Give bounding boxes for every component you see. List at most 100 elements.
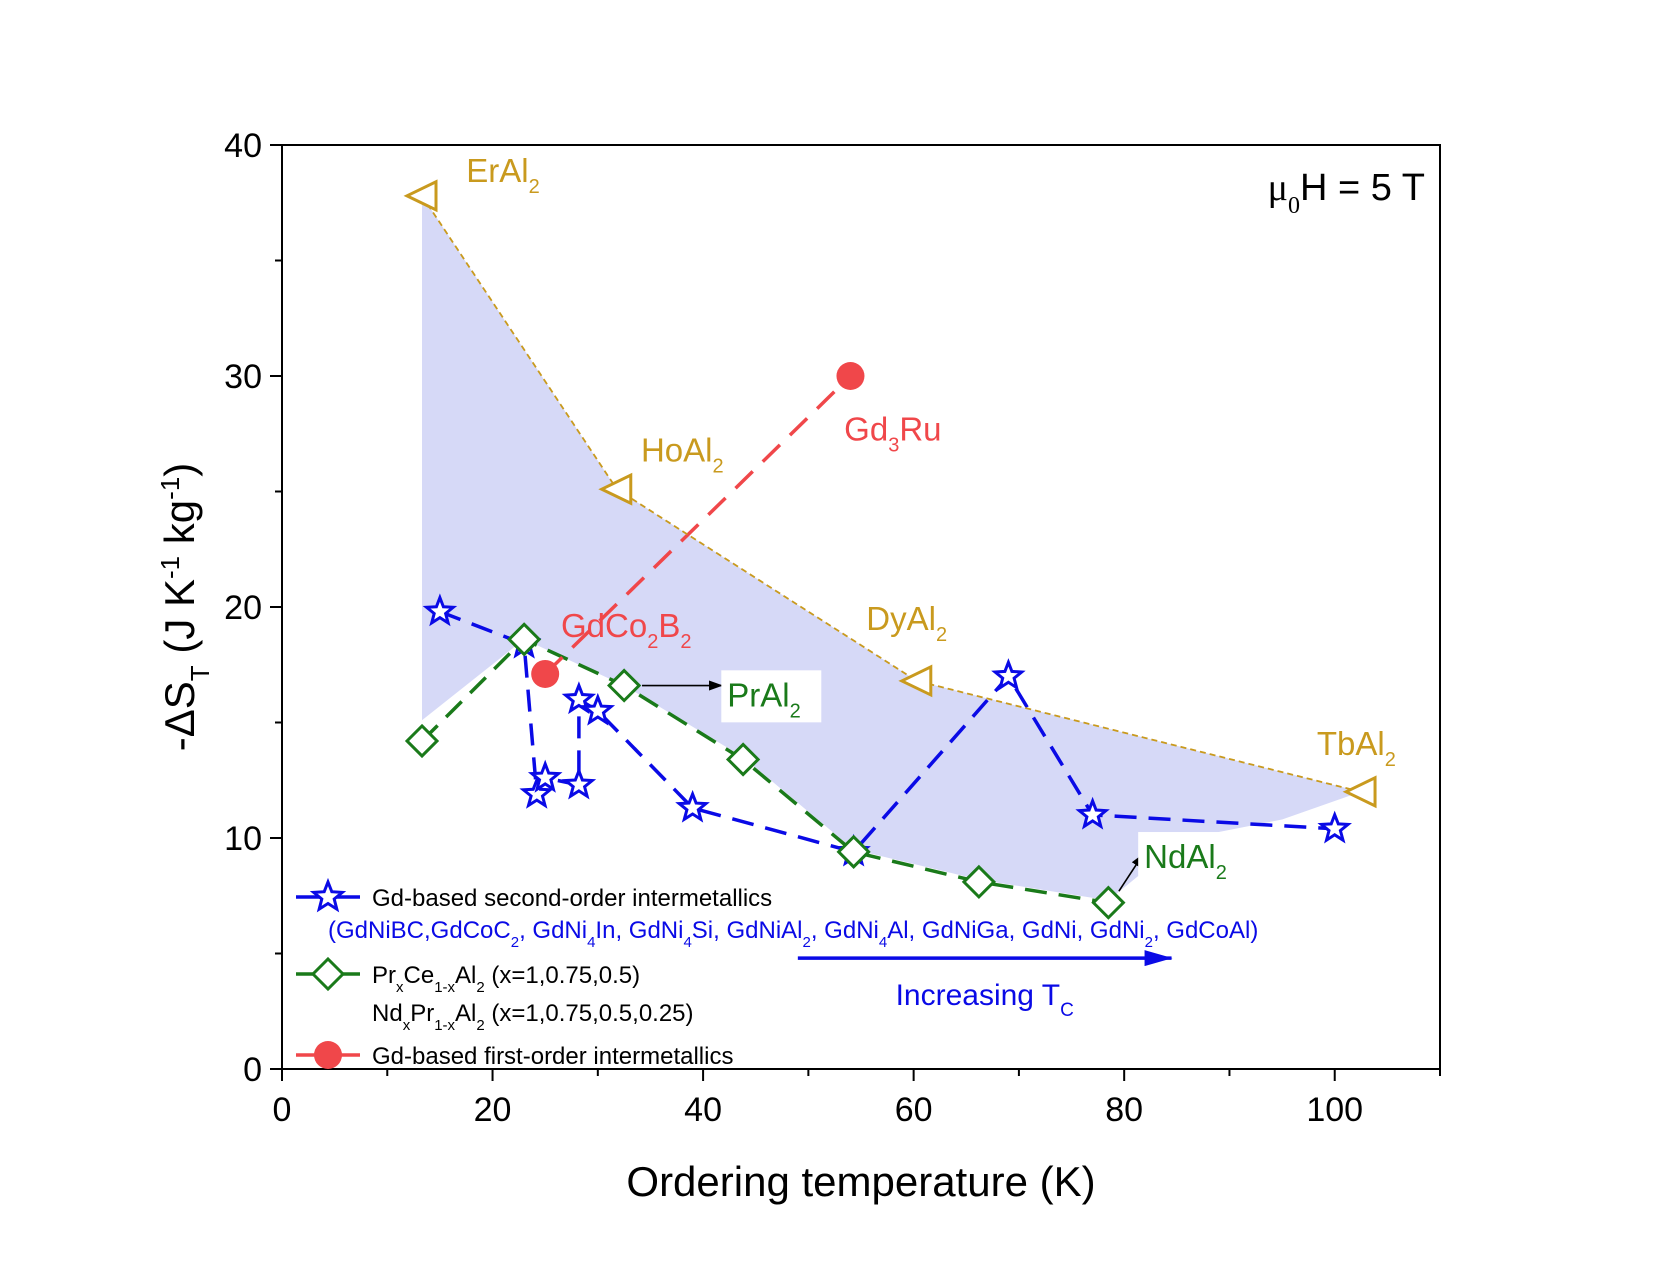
- legend-label-prce: PrxCe1-xAl2 (x=1,0.75,0.5): [372, 962, 640, 996]
- y-tick-label-0: 0: [243, 1051, 262, 1089]
- label-hoal2: HoAl2: [641, 431, 724, 477]
- legend-text-gd_second: Gd-based second-order intermetallics: [372, 885, 772, 912]
- series-0-marker-4: [561, 766, 597, 800]
- legend-part-prce-1: x: [396, 979, 404, 996]
- label-gdco2b2-rest: B: [658, 607, 680, 644]
- x-tick-label-4: 80: [1105, 1091, 1143, 1129]
- series-0-marker-7: [675, 789, 710, 823]
- y-tick-label-1: 10: [224, 820, 262, 858]
- y-title-sup: -1: [155, 477, 185, 500]
- legend-part-gd_second_list-10: Al, GdNiGa, GdNi, GdNi: [887, 917, 1144, 944]
- legend-part-ndpr-0: Nd: [372, 1000, 403, 1027]
- label-gd3ru-rest: Ru: [899, 411, 941, 448]
- y-tick-label-3: 30: [224, 358, 262, 396]
- x-tick-label-2: 40: [684, 1091, 722, 1129]
- legend-part-ndpr-1: x: [403, 1017, 411, 1034]
- field-label: μ0H = 5 T: [1268, 167, 1425, 219]
- legend-part-prce-0: Pr: [372, 962, 396, 989]
- legend-part-prce-6: (x=1,0.75,0.5): [485, 962, 640, 989]
- y-title-part: (J K: [156, 579, 203, 665]
- tc-label-sub: C: [1060, 1000, 1074, 1021]
- label-tbal2: TbAl2: [1317, 725, 1396, 771]
- legend-part-ndpr-4: Al: [455, 1000, 476, 1027]
- legend-entry-ndpr: NdxPr1-xAl2 (x=1,0.75,0.5,0.25): [372, 1000, 694, 1034]
- legend-part-gd_second_list-12: , GdCoAl): [1153, 917, 1258, 944]
- series-1-marker-4: [836, 834, 871, 869]
- label-hoal2-base: HoAl: [641, 431, 713, 468]
- series-0-marker-5: [561, 681, 597, 715]
- legend-part-gd_second_list-5: 4: [683, 934, 691, 951]
- legend-part-ndpr-3: 1-x: [434, 1017, 455, 1034]
- series-0-marker-9: [991, 658, 1026, 691]
- legend-part-prce-5: 2: [476, 979, 484, 996]
- series-0-marker-3: [527, 759, 563, 793]
- legend-part-gd_second_list-3: 4: [587, 934, 595, 951]
- legend-label-gd_second_list: (GdNiBC,GdCoC2, GdNi4In, GdNi4Si, GdNiAl…: [328, 917, 1258, 951]
- y-title-part: -ΔS: [156, 681, 203, 751]
- series-0-marker-0: [422, 593, 458, 627]
- series-3-marker-0: [403, 179, 438, 213]
- label-eral2-sub: 2: [529, 176, 540, 198]
- label-pral2-base: PrAl: [727, 676, 789, 713]
- series-0-marker-11: [1317, 810, 1352, 844]
- legend-part-prce-4: Al: [455, 962, 476, 989]
- x-tick-label-3: 60: [895, 1091, 933, 1129]
- x-tick-label-1: 20: [474, 1091, 512, 1129]
- legend-part-gd_second_list-1: 2: [511, 934, 519, 951]
- series-1-marker-2: [607, 668, 642, 703]
- legend-part-ndpr-6: (x=1,0.75,0.5,0.25): [485, 1000, 694, 1027]
- label-gdco2b2-sub2: 2: [680, 631, 691, 653]
- legend-text-gd_first: Gd-based first-order intermetallics: [372, 1043, 733, 1070]
- legend-part-ndpr-2: Pr: [410, 1000, 434, 1027]
- series-1-marker-3: [725, 742, 761, 777]
- legend-diamond-icon: [310, 956, 346, 992]
- label-dyal2-sub: 2: [936, 624, 947, 646]
- legend: Gd-based second-order intermetallics (GdN…: [296, 877, 1258, 1070]
- annotation-layer: μ0H = 5 TErAl2HoAl2DyAl2TbAl2Gd3RuGdCo2B…: [466, 152, 1425, 1021]
- series-0-marker-2: [519, 775, 555, 809]
- y-tick-label-4: 40: [224, 127, 262, 165]
- label-gd3ru-sub: 3: [888, 435, 899, 457]
- legend-part-gd_second_list-0: (GdNiBC,GdCoC: [328, 917, 511, 944]
- label-pral2: PrAl2: [727, 676, 800, 722]
- label-ndal2: NdAl2: [1144, 838, 1227, 884]
- legend-circle-icon: [314, 1041, 342, 1069]
- x-axis-title: Ordering temperature (K): [626, 1158, 1095, 1205]
- y-title-sup: -1: [155, 556, 185, 579]
- label-gdco2b2-sub: 2: [647, 631, 658, 653]
- legend-label-gd_second: Gd-based second-order intermetallics: [372, 885, 772, 912]
- legend-part-prce-3: 1-x: [434, 979, 455, 996]
- legend-part-gd_second_list-8: , GdNi: [811, 917, 879, 944]
- y-axis-title: -ΔST (J K-1 kg-1): [155, 463, 215, 752]
- legend-entry-gd_second: Gd-based second-order intermetallics: [296, 877, 772, 913]
- legend-part-prce-2: Ce: [404, 962, 435, 989]
- label-pral2-sub: 2: [790, 700, 801, 722]
- x-tick-label-0: 0: [273, 1091, 292, 1129]
- series-line-2: [543, 374, 852, 676]
- y-title-part: kg: [156, 500, 203, 556]
- series-2-marker-1: [836, 362, 865, 390]
- legend-entry-gd_first: Gd-based first-order intermetallics: [296, 1041, 733, 1070]
- series-3-marker-1: [598, 472, 633, 506]
- legend-label-ndpr: NdxPr1-xAl2 (x=1,0.75,0.5,0.25): [372, 1000, 694, 1034]
- shaded-region: [422, 195, 1361, 901]
- shaded-region-layer: [422, 195, 1361, 901]
- legend-part-ndpr-5: 2: [476, 1017, 484, 1034]
- label-tbal2-sub: 2: [1385, 749, 1396, 771]
- label-dyal2: DyAl2: [866, 600, 947, 646]
- label-box-pral2: [721, 670, 822, 723]
- legend-entry-prce: PrxCe1-xAl2 (x=1,0.75,0.5): [296, 956, 640, 996]
- label-gd3ru: Gd3Ru: [844, 411, 941, 457]
- series-1-marker-1: [507, 622, 542, 657]
- label-box-ndal2: [1138, 832, 1239, 885]
- series-line-3: [421, 195, 1362, 793]
- y-title-sub: T: [185, 665, 215, 681]
- field-mu: μ: [1268, 167, 1288, 209]
- legend-part-gd_second_list-2: , GdNi: [519, 917, 587, 944]
- y-tick-label-2: 20: [224, 589, 262, 627]
- label-tbal2-base: TbAl: [1317, 725, 1385, 762]
- field-sub: 0: [1288, 193, 1300, 219]
- label-gdco2b2: GdCo2B2: [561, 607, 691, 653]
